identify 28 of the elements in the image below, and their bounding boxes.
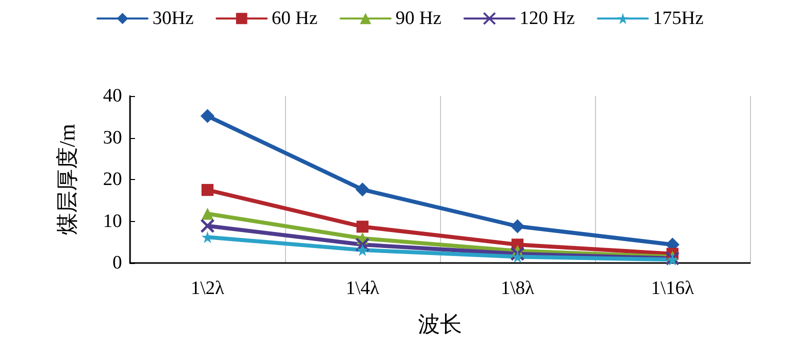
point: [356, 244, 368, 256]
point: [356, 182, 370, 197]
x-tick-label: 1\8λ: [500, 278, 536, 299]
point: [202, 208, 214, 220]
point: [510, 246, 525, 262]
point: [200, 218, 215, 234]
x-axis-title: 波长: [418, 312, 462, 336]
legend-label: 175Hz: [652, 8, 704, 29]
legend-label: 120 Hz: [519, 8, 575, 29]
point: [202, 184, 214, 196]
x-tick-label: 1\2λ: [190, 278, 226, 299]
legend-label: 60 Hz: [272, 8, 318, 29]
x-tick-label: 1\4λ: [346, 278, 380, 299]
x-tick-label: 1\16λ: [651, 278, 695, 299]
point: [200, 109, 214, 124]
point: [356, 220, 368, 233]
legend-label: 90 Hz: [396, 8, 442, 29]
y-tick-label: 0: [112, 252, 122, 274]
y-tick-label: 30: [103, 127, 122, 148]
point: [510, 219, 524, 234]
y-tick-label: 10: [103, 210, 122, 232]
point: [355, 237, 370, 252]
y-axis-title: 煤层厚度/m: [54, 124, 80, 236]
y-tick-label: 40: [103, 86, 122, 106]
point: [512, 250, 524, 263]
legend-label: 30Hz: [152, 8, 194, 29]
point: [202, 231, 214, 244]
y-tick-label: 20: [103, 169, 122, 190]
